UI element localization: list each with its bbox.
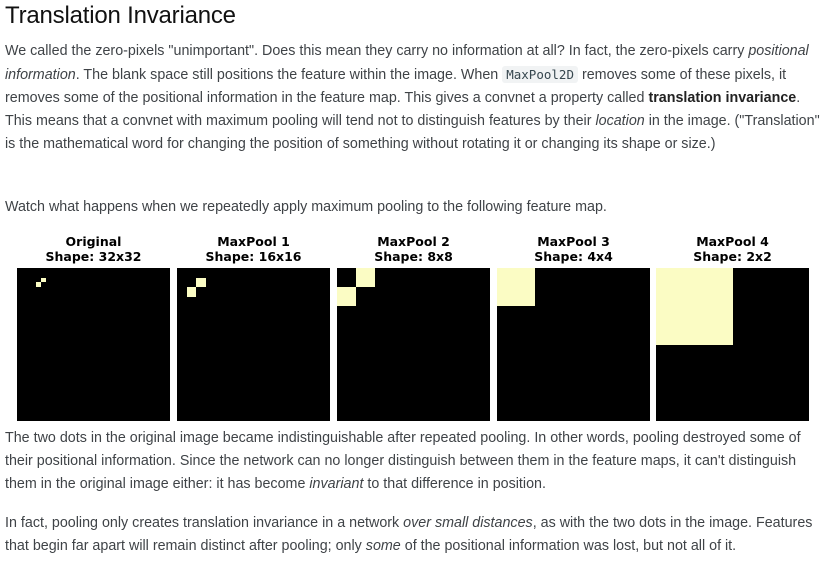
active-pixel <box>497 268 536 307</box>
feature-map-image <box>177 268 330 421</box>
panel-maxpool-2: MaxPool 2 Shape: 8x8 <box>337 234 490 421</box>
paragraph-positional-information: We called the zero-pixels "unimportant".… <box>5 40 821 156</box>
feature-map-image <box>17 268 170 421</box>
panel-name: MaxPool 3 <box>537 234 610 249</box>
p1-text-5: in the image. ("Translation" is the math… <box>5 113 820 152</box>
p4-text-1: In fact, pooling only creates translatio… <box>5 515 404 531</box>
p3-text-2: to that difference in position. <box>363 476 546 492</box>
p1-text-1: We called the zero-pixels "unimportant".… <box>5 43 749 59</box>
paragraph-watch-intro: Watch what happens when we repeatedly ap… <box>5 199 607 215</box>
panel-original: Original Shape: 32x32 <box>17 234 170 421</box>
p4-emphasis-some: some <box>365 538 401 554</box>
paragraph-indistinguishable: The two dots in the original image becam… <box>5 427 821 496</box>
panel-maxpool-1: MaxPool 1 Shape: 16x16 <box>177 234 330 421</box>
panel-shape-label: Shape: 2x2 <box>693 249 772 264</box>
panel-shape-label: Shape: 8x8 <box>374 249 453 264</box>
active-pixel <box>36 282 41 288</box>
panel-name: Original <box>65 234 122 249</box>
p1-emphasis-positional-information: positional information <box>5 43 809 83</box>
active-pixel <box>186 287 197 297</box>
p1-text-4: . This means that a convnet with maximum… <box>5 90 801 129</box>
p4-text-2: , as with the two dots in the image. Fea… <box>5 515 813 554</box>
p3-emphasis-invariant: invariant <box>309 476 364 492</box>
p4-emphasis-over-small-distances: over small distances <box>403 515 533 531</box>
p1-text-2: . The blank space still positions the fe… <box>75 67 503 83</box>
panel-shape-label: Shape: 4x4 <box>534 249 613 264</box>
panel-title: MaxPool 2 Shape: 8x8 <box>337 234 490 264</box>
panel-title: MaxPool 4 Shape: 2x2 <box>656 234 809 264</box>
active-pixel <box>196 277 206 288</box>
paragraph-small-distances: In fact, pooling only creates translatio… <box>5 512 821 558</box>
panel-title: MaxPool 3 Shape: 4x4 <box>497 234 650 264</box>
panel-name: MaxPool 1 <box>217 234 290 249</box>
p4-text-3: of the positional information was lost, … <box>400 538 737 554</box>
p1-strong-translation-invariance: translation invariance <box>648 90 797 106</box>
panel-name: MaxPool 2 <box>377 234 450 249</box>
panel-name: MaxPool 4 <box>696 234 769 249</box>
p1-text-3: removes some of these pixels, it removes… <box>5 67 787 106</box>
p1-emphasis-location: location <box>595 113 645 129</box>
p3-text-1: The two dots in the original image becam… <box>5 430 801 492</box>
code-maxpool2d: MaxPool2D <box>502 66 578 83</box>
section-heading: Translation Invariance <box>5 2 236 29</box>
active-pixel <box>656 268 733 345</box>
feature-map-image <box>656 268 809 421</box>
active-pixel <box>356 268 376 288</box>
pooling-figure: Original Shape: 32x32 MaxPool 1 Shape: 1… <box>17 234 809 421</box>
panel-maxpool-3: MaxPool 3 Shape: 4x4 <box>497 234 650 421</box>
panel-maxpool-4: MaxPool 4 Shape: 2x2 <box>656 234 809 421</box>
panel-title: MaxPool 1 Shape: 16x16 <box>177 234 330 264</box>
active-pixel <box>337 287 357 307</box>
active-pixel <box>40 277 46 283</box>
panel-title: Original Shape: 32x32 <box>17 234 170 264</box>
feature-map-image <box>497 268 650 421</box>
panel-shape-label: Shape: 16x16 <box>205 249 302 264</box>
panel-shape-label: Shape: 32x32 <box>45 249 142 264</box>
feature-map-image <box>337 268 490 421</box>
